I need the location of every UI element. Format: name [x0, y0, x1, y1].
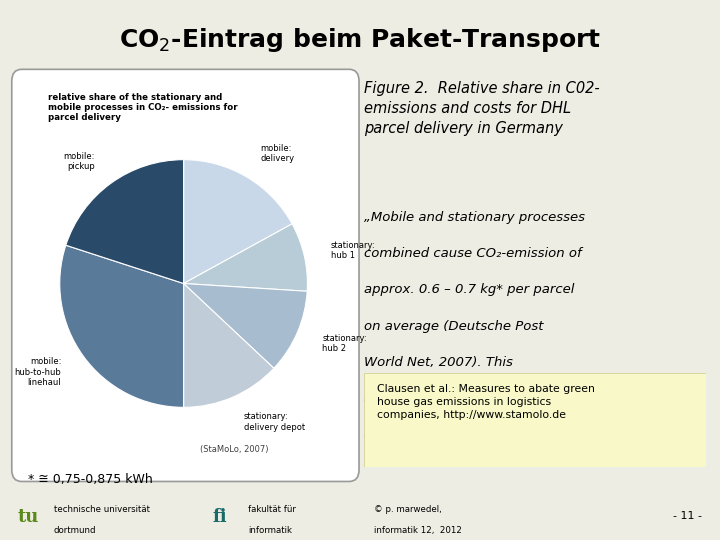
Text: fi: fi — [212, 508, 227, 526]
Text: technische universität: technische universität — [54, 505, 150, 515]
FancyBboxPatch shape — [12, 69, 359, 482]
Text: CO$_2$-Eintrag beim Paket-Transport: CO$_2$-Eintrag beim Paket-Transport — [119, 25, 601, 53]
Text: informatik 12,  2012: informatik 12, 2012 — [374, 526, 462, 535]
Text: stationary:
hub 2: stationary: hub 2 — [323, 334, 367, 353]
Text: © p. marwedel,: © p. marwedel, — [374, 505, 442, 515]
Text: mobile:
pickup: mobile: pickup — [63, 152, 95, 171]
Text: mobile:
delivery: mobile: delivery — [261, 144, 294, 163]
Wedge shape — [184, 284, 307, 368]
Text: Clausen et al.: Measures to abate green
house gas emissions in logistics
compani: Clausen et al.: Measures to abate green … — [377, 384, 595, 420]
Text: mobile:
hub-to-hub
linehaul: mobile: hub-to-hub linehaul — [14, 357, 61, 387]
Wedge shape — [184, 224, 307, 291]
Text: stationary:
hub 1: stationary: hub 1 — [331, 241, 376, 260]
Text: of diesel.“: of diesel.“ — [364, 429, 431, 442]
Text: dortmund: dortmund — [54, 526, 96, 535]
Text: tu: tu — [18, 508, 40, 526]
Text: * ≅ 0,75-0,875 kWh: * ≅ 0,75-0,875 kWh — [28, 472, 153, 485]
Wedge shape — [60, 245, 184, 407]
Text: (StaMoLo, 2007): (StaMoLo, 2007) — [200, 446, 269, 454]
Text: - 11 -: - 11 - — [673, 511, 702, 521]
Text: stationary:
delivery depot: stationary: delivery depot — [243, 413, 305, 432]
Text: combined cause CO₂-emission of: combined cause CO₂-emission of — [364, 247, 581, 260]
Wedge shape — [66, 160, 184, 284]
Text: „Mobile and stationary processes: „Mobile and stationary processes — [364, 211, 585, 224]
Text: approx. 0.6 – 0.7 kg* per parcel: approx. 0.6 – 0.7 kg* per parcel — [364, 284, 574, 296]
Text: on average (Deutsche Post: on average (Deutsche Post — [364, 320, 543, 333]
Text: informatik: informatik — [248, 526, 292, 535]
Text: fakultät für: fakultät für — [248, 505, 296, 515]
Text: relative share of the stationary and
mobile processes in CO₂- emissions for
parc: relative share of the stationary and mob… — [48, 93, 238, 123]
Wedge shape — [184, 160, 292, 284]
FancyBboxPatch shape — [364, 373, 706, 467]
Text: World Net, 2007). This: World Net, 2007). This — [364, 356, 513, 369]
Text: corresponds to around 0.25 litres: corresponds to around 0.25 litres — [364, 393, 585, 406]
Wedge shape — [184, 284, 274, 407]
Text: Figure 2.  Relative share in C02-
emissions and costs for DHL
parcel delivery in: Figure 2. Relative share in C02- emissio… — [364, 81, 599, 136]
